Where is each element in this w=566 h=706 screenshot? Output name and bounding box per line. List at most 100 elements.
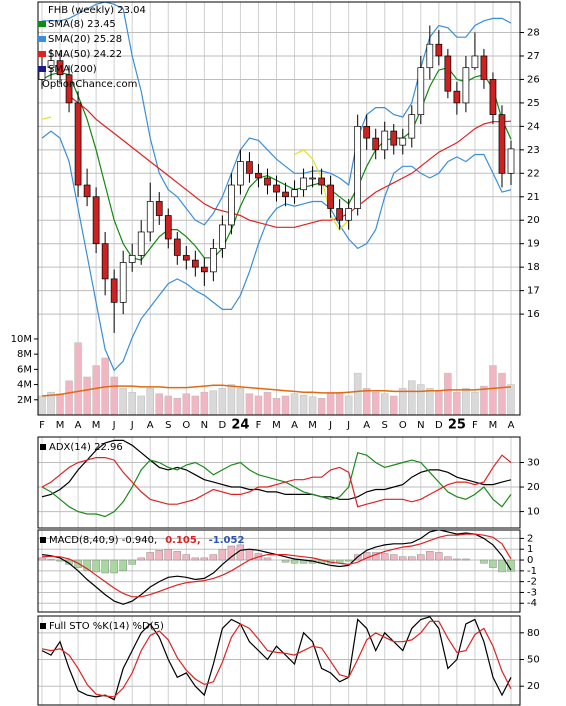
volume-bar [426,388,434,415]
y-tick-label: 18 [527,262,540,273]
histogram-bar [182,554,191,561]
legend-label: SMA(8) 23.45 [48,19,116,30]
candle-body [336,208,343,221]
histogram-bar [155,550,163,561]
series-line [41,451,512,518]
candle-body [381,130,389,151]
x-tick-label: D [219,420,227,431]
x-tick-label: A [147,420,154,431]
candle-body [354,126,362,209]
x-tick-label: A [363,420,370,431]
volume-bar [254,395,263,415]
histogram-bar [281,559,290,563]
y-tick-label: 24 [527,121,540,132]
x-tick-label: S [165,420,171,431]
candle-body [327,184,334,209]
panel-title: Full STO %K(14) %D(5) [49,621,164,632]
histogram-bar [47,559,55,561]
volume-bar [507,384,515,415]
volume-bar [236,388,245,415]
y-tick-label: 25 [527,98,540,109]
candle-body [56,60,64,76]
x-tick-label: N [417,420,424,431]
candle-body [200,266,208,273]
legend-swatch [38,36,46,42]
candle-body [273,184,280,193]
x-tick-label: F [472,420,478,431]
candle-body [462,67,470,104]
volume-bar [245,393,254,415]
y-tick-label: -3 [527,587,537,598]
y-tick-label: 23 [527,145,540,156]
chart-title: FHB (weekly) 23.04 [48,5,146,16]
y-tick-label: 30 [527,458,540,469]
volume-bar [137,395,145,415]
x-tick-label: O [182,420,190,431]
candle-body [435,43,443,57]
x-tick-label: N [201,420,208,431]
volume-bar [218,388,227,415]
legend-label: SMA(50) 24.22 [48,49,122,60]
histogram-bar [137,557,145,561]
candle-body [155,201,163,216]
x-tick-label: M [272,420,281,431]
candle-body [309,177,316,180]
volume-bar [371,391,380,415]
legend-swatch [40,623,46,629]
x-tick-label: J [130,420,134,431]
y-tick-label: 28 [527,28,540,39]
histogram-bar [65,559,73,565]
series-line [41,384,512,397]
histogram-bar [408,556,416,561]
volume-tick-label: 6M [17,364,32,375]
candle-body [444,55,452,92]
volume-bar [498,372,506,415]
volume-bar [399,388,407,415]
volume-bar [92,365,100,415]
candle-body [408,114,416,139]
indicator-plot [38,530,515,605]
volume-bar [227,384,236,415]
histogram-bar [146,552,154,561]
histogram-bar [444,556,452,561]
histogram-bar [426,551,434,561]
series-line [41,616,512,701]
legend-swatch [40,537,46,543]
histogram-bar [164,549,172,561]
histogram-bar [38,557,46,561]
volume-bar [308,396,317,415]
series-line [41,439,512,500]
legend-label: SMA(20) 25.28 [48,34,122,45]
volume-bar [353,372,362,415]
histogram-bar [344,559,353,562]
y-tick-label: 20 [527,681,540,692]
y-tick-label: -2 [527,577,537,588]
y-tick-label: 0 [527,555,533,566]
price-plot [38,2,515,415]
histogram-bar [263,557,272,561]
volume-bar [408,380,416,415]
volume-bar [272,398,281,415]
candle-body [417,67,425,115]
candle-body [47,60,55,69]
candle-body [164,215,172,240]
candle-body [92,196,100,245]
candle-body [498,114,506,174]
candle-body [282,191,289,198]
volume-bar [453,391,461,415]
volume-tick-label: 2M [17,395,32,406]
volume-bar [119,388,127,415]
histogram-bar [56,559,64,562]
candle-body [453,90,461,104]
volume-bar [471,391,479,415]
series-line [41,533,512,598]
histogram-bar [290,559,299,564]
volume-bar [209,390,218,415]
histogram-bar [209,554,218,561]
volume-bar [290,393,299,415]
x-tick-label: A [75,420,82,431]
x-tick-label: A [508,420,515,431]
volume-bar [362,388,371,415]
histogram-bar [498,559,506,573]
